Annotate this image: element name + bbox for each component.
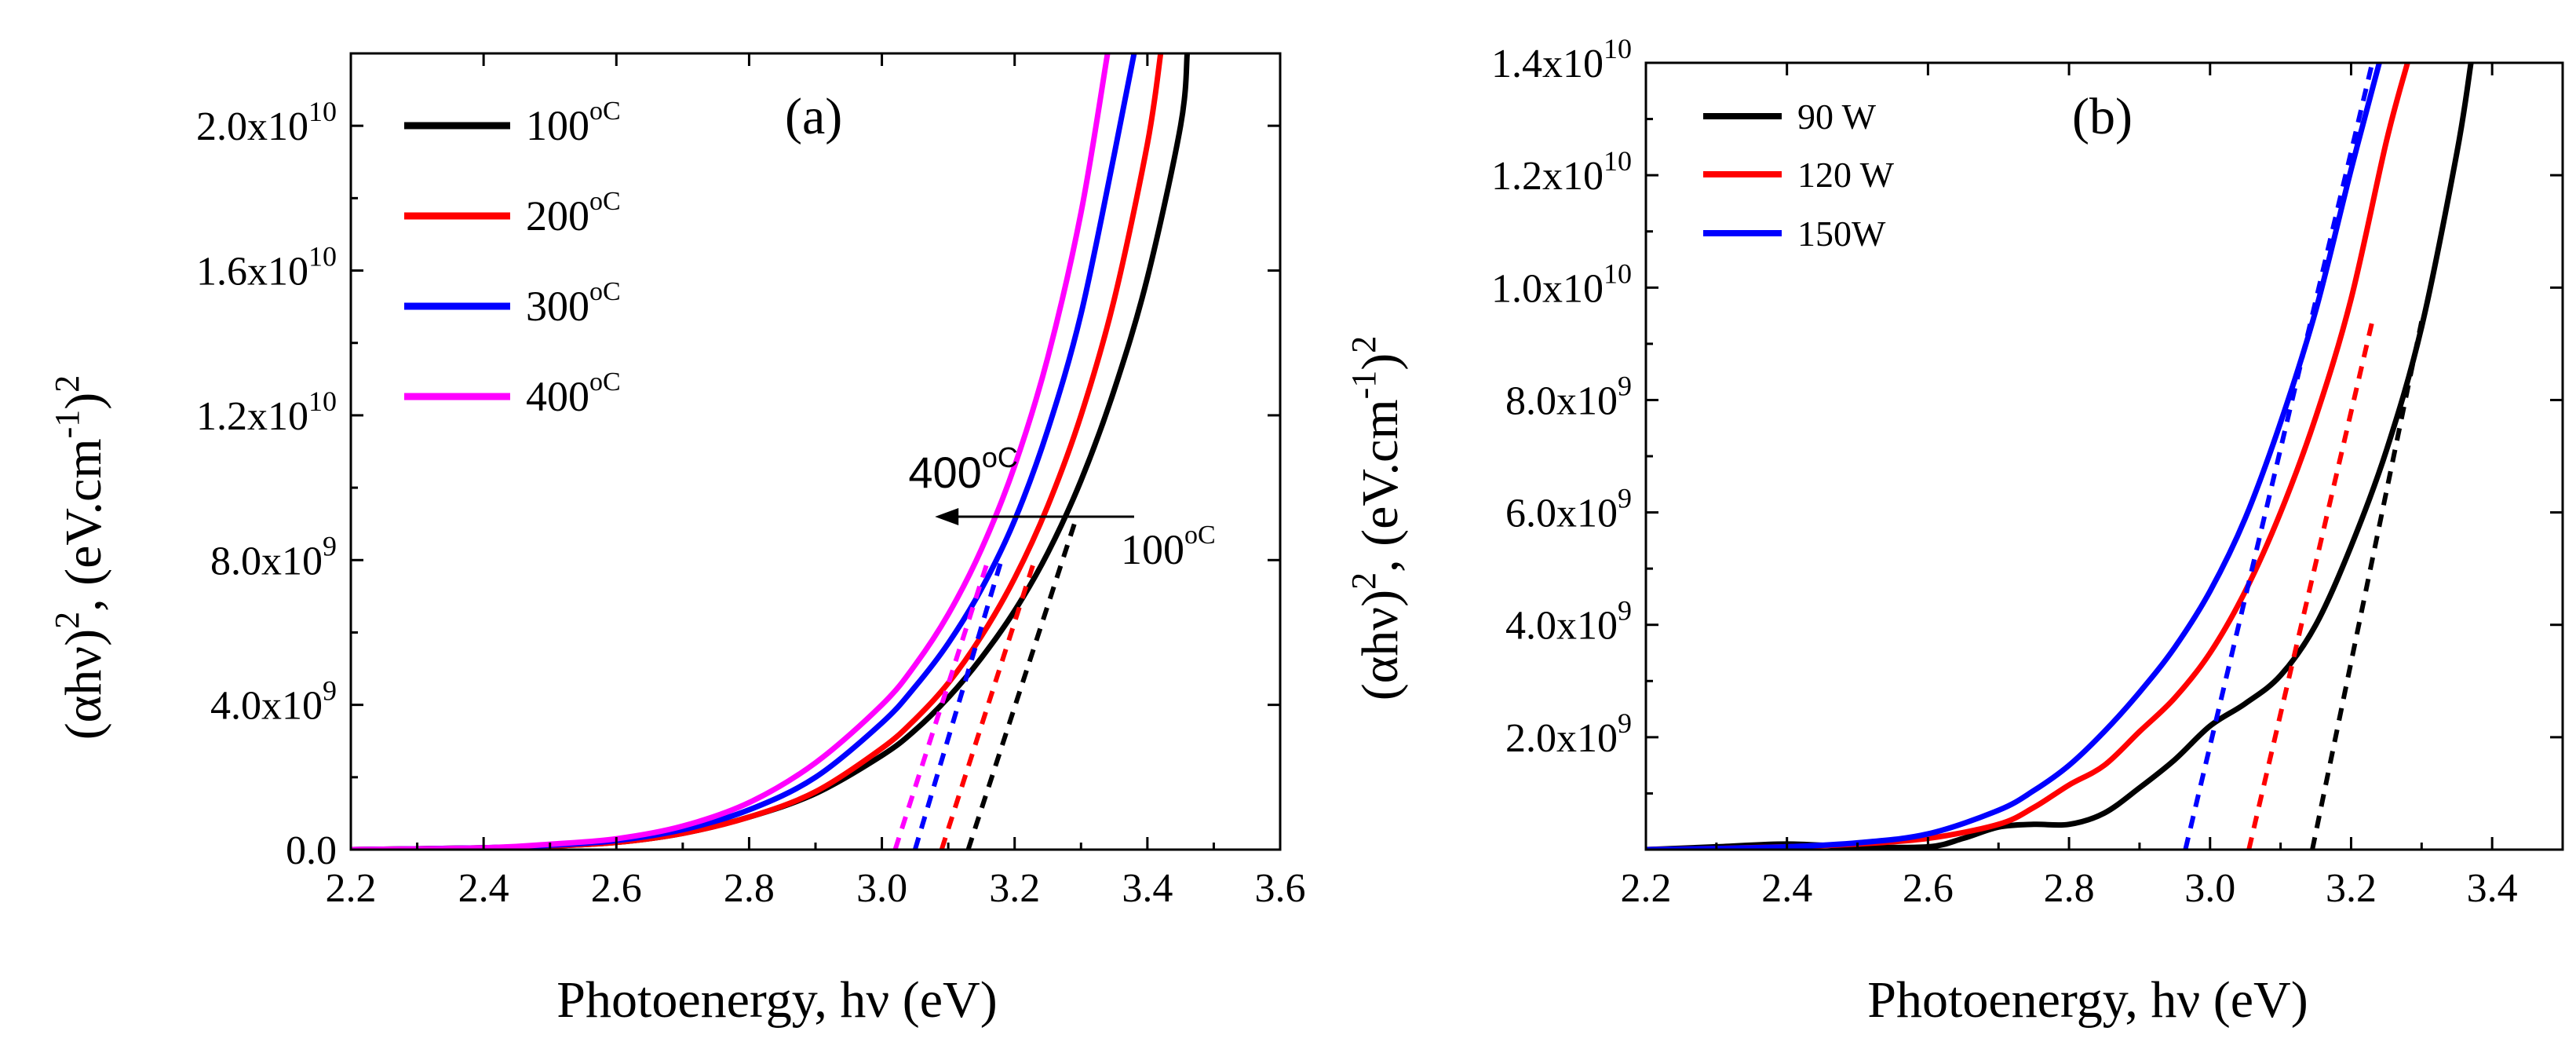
- shift-arrow-head: [935, 507, 959, 525]
- panel-a-shift-annotation: 400oC 100oC: [908, 441, 1215, 573]
- x-tick-label: 3.4: [2467, 866, 2518, 911]
- panel-a-fit-lines: [892, 523, 1077, 850]
- y-tick-label: 2.0x1010: [196, 96, 337, 149]
- panel-a-y-ticks: 0.0 4.0x109 8.0x109 1.2x1010 1.6x1010 2.0x101…: [196, 96, 1280, 873]
- annotation-100C: 100oC: [1121, 521, 1216, 573]
- legend-label-90W: 90 W: [1797, 97, 1877, 137]
- y-tick-label: 4.0x109: [1505, 595, 1632, 649]
- x-tick-label: 3.6: [1255, 866, 1306, 911]
- y-tick-label: 1.4x1010: [1491, 33, 1632, 86]
- y-tick-label: 6.0x109: [1505, 483, 1632, 536]
- series-line-120W: [1646, 63, 2410, 850]
- panel-a-x-ticks: 2.2 2.4 2.6 2.8 3.0 3.2 3.4 3.6: [326, 53, 1306, 911]
- series-line-150W: [1646, 63, 2382, 850]
- x-tick-label: 3.0: [856, 866, 907, 911]
- x-tick-label: 2.2: [326, 866, 377, 911]
- panel-a-y-axis-label: (αhν)2, (eV.cm-1)2: [48, 375, 112, 740]
- panel-b-series: [1646, 63, 2474, 850]
- y-tick-label: 0.0: [286, 828, 337, 873]
- x-tick-label: 2.8: [724, 866, 775, 911]
- panel-b-x-ticks: 2.2 2.4 2.6 2.8 3.0 3.2 3.4: [1621, 63, 2518, 911]
- legend-label-120W: 120 W: [1797, 155, 1895, 195]
- x-tick-label: 2.4: [1761, 866, 1812, 911]
- fit-line-0: [2310, 320, 2425, 850]
- y-tick-label: 8.0x109: [1505, 370, 1632, 423]
- fit-line-1: [939, 559, 1037, 850]
- panel-a-x-axis-label: Photoenergy, hν (eV): [556, 971, 997, 1029]
- panel-b-x-axis-label: Photoenergy, hν (eV): [1867, 971, 2308, 1029]
- y-tick-label: 1.0x1010: [1491, 258, 1632, 311]
- panel-b-y-axis-label: (αhν)2, (eV.cm-1)2: [1345, 336, 1409, 701]
- fit-line-2: [2183, 62, 2375, 850]
- x-tick-label: 2.8: [2044, 866, 2095, 911]
- y-tick-label: 2.0x109: [1505, 707, 1632, 761]
- panel-b: 2.2 2.4 2.6 2.8 3.0 3.2 3.4 2.0x109 4.0x109 6.0x…: [1345, 33, 2564, 1029]
- series-line-100: [351, 53, 1191, 850]
- x-tick-label: 2.4: [458, 866, 509, 911]
- legend-label-400C: 400oC: [526, 367, 621, 420]
- panel-a-series: [351, 53, 1191, 850]
- y-tick-label: 8.0x109: [210, 530, 337, 583]
- x-tick-label: 3.2: [989, 866, 1040, 911]
- x-tick-label: 2.2: [1621, 866, 1672, 911]
- panel-b-y-ticks: 2.0x109 4.0x109 6.0x109 8.0x109 1.0x1010 1.2x…: [1491, 33, 2563, 795]
- panel-a-label: (a): [785, 88, 842, 145]
- x-tick-label: 2.6: [1903, 866, 1954, 911]
- legend-label-100C: 100oC: [526, 97, 621, 149]
- x-tick-label: 3.4: [1122, 866, 1173, 911]
- fit-line-2: [912, 559, 1004, 850]
- legend-label-200C: 200oC: [526, 187, 621, 239]
- fit-line-1: [2246, 320, 2375, 850]
- legend-label-300C: 300oC: [526, 277, 621, 330]
- annotation-400C: 400oC: [908, 441, 1017, 497]
- x-tick-label: 3.0: [2184, 866, 2235, 911]
- y-tick-label: 4.0x109: [210, 675, 337, 729]
- panel-b-fit-lines: [2183, 62, 2425, 850]
- y-tick-label: 1.2x1010: [196, 386, 337, 439]
- panel-b-label: (b): [2072, 88, 2133, 145]
- y-tick-label: 1.2x1010: [1491, 145, 1632, 199]
- y-tick-label: 1.6x1010: [196, 241, 337, 294]
- series-line-400: [351, 53, 1111, 850]
- x-tick-label: 3.2: [2326, 866, 2377, 911]
- x-tick-label: 2.6: [591, 866, 642, 911]
- legend-label-150W: 150W: [1797, 214, 1886, 254]
- fit-line-3: [892, 559, 991, 850]
- panel-a: 2.2 2.4 2.6 2.8 3.0 3.2 3.4 3.6 0.0 4.0x109 8.0x1…: [48, 52, 1306, 1029]
- panel-a-legend: 100oC 200oC 300oC 400oC: [404, 97, 621, 420]
- series-line-90W: [1646, 63, 2474, 850]
- panel-b-legend: 90 W 120 W 150W: [1703, 97, 1895, 254]
